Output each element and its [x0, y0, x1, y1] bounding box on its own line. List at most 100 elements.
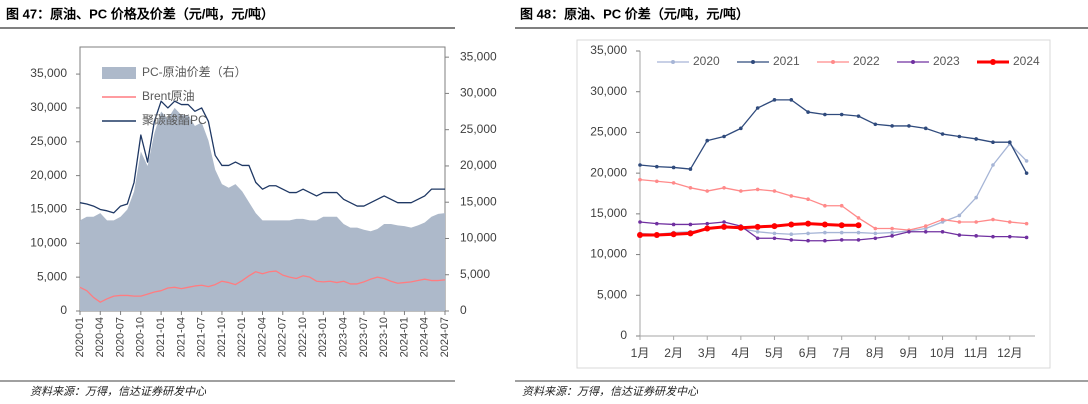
point [737, 224, 744, 231]
point [1024, 235, 1029, 240]
point [873, 236, 878, 241]
point [1024, 171, 1029, 175]
x-tick-label: 5月 [765, 346, 784, 360]
x-tick-label: 2021-07 [196, 317, 208, 357]
point [671, 165, 676, 170]
point [873, 122, 878, 127]
legend-label: 2024 [1013, 54, 1040, 68]
point [705, 138, 710, 143]
point [1007, 140, 1012, 144]
y-tick-label: 15,000 [590, 206, 627, 220]
point [789, 98, 794, 102]
point [722, 134, 726, 139]
y-tick-label: 25,000 [30, 134, 67, 148]
point [637, 232, 643, 239]
point [957, 233, 962, 237]
point [638, 220, 642, 224]
y-tick-label: 20,000 [30, 168, 67, 182]
point [839, 112, 844, 117]
y-tick-label: 30,000 [30, 100, 67, 114]
point [991, 163, 995, 167]
x-tick-label: 2020-07 [114, 317, 126, 357]
x-tick-label: 2023-07 [358, 317, 370, 357]
x-tick-label: 4月 [732, 346, 751, 360]
y2-tick-label: 5,000 [460, 267, 490, 281]
point [907, 229, 911, 234]
source: 资料来源：万得，信达证券研发中心 [522, 385, 699, 398]
x-tick-label: 7月 [832, 346, 851, 360]
legend-marker [831, 60, 835, 64]
point [957, 213, 962, 218]
point [655, 221, 659, 226]
x-tick-label: 2022-01 [236, 317, 248, 357]
point [838, 222, 845, 229]
x-tick-label: 2021-04 [175, 317, 187, 357]
x-tick-label: 12月 [997, 346, 1022, 360]
point [856, 114, 861, 118]
point [788, 221, 795, 228]
x-tick-label: 9月 [900, 346, 919, 360]
point [1007, 220, 1012, 224]
point [755, 106, 760, 110]
y2-tick-label: 35,000 [460, 49, 497, 63]
point [704, 225, 711, 232]
y-tick-label: 30,000 [590, 84, 627, 98]
point [755, 236, 760, 241]
x-tick-label: 2020-01 [74, 317, 86, 357]
x-tick-label: 2024-01 [398, 317, 410, 357]
point [856, 216, 861, 220]
point [1007, 234, 1012, 239]
point [940, 229, 945, 234]
point [823, 238, 827, 243]
legend-label: 聚碳酸酯PC [142, 112, 207, 127]
x-tick-label: 2024-07 [439, 317, 451, 357]
point [805, 220, 812, 227]
point [670, 231, 677, 238]
chart-frame [576, 39, 1051, 369]
point [839, 238, 844, 242]
y-tick-label: 10,000 [590, 247, 627, 261]
point [974, 137, 978, 141]
line [639, 221, 1027, 242]
point [772, 236, 777, 241]
point [655, 179, 659, 184]
x-tick-label: 3月 [698, 346, 717, 360]
point [638, 163, 642, 167]
point [772, 98, 777, 102]
legend-label: PC-原油价差（右） [142, 64, 247, 79]
point [823, 230, 827, 235]
x-tick-label: 2020-10 [135, 317, 147, 357]
line [639, 99, 1028, 174]
x-tick-label: 1月 [631, 346, 650, 360]
x-tick-label: 2023-10 [378, 317, 390, 357]
area [80, 107, 445, 311]
x-tick-label: 2021-01 [155, 317, 167, 357]
legend-marker [911, 60, 915, 64]
y2-tick-label: 30,000 [460, 86, 497, 100]
point [940, 132, 945, 136]
x-tick-label: 2月 [664, 346, 683, 360]
x-tick-label: 8月 [866, 346, 885, 360]
point [671, 181, 676, 185]
y-tick-label: 5,000 [597, 287, 627, 301]
point [688, 222, 693, 227]
point [873, 231, 878, 236]
point [671, 222, 676, 227]
legend-marker [671, 60, 675, 64]
y2-tick-label: 15,000 [460, 194, 497, 208]
y2-tick-label: 25,000 [460, 122, 497, 136]
point [806, 110, 810, 114]
point [687, 230, 694, 237]
point [957, 220, 962, 224]
point [890, 234, 894, 238]
point [688, 167, 693, 171]
point [923, 224, 928, 228]
y-tick-label: 15,000 [30, 202, 67, 216]
point [789, 232, 794, 237]
x-tick-label: 2022-07 [277, 317, 289, 357]
chart-title: 图 48：原油、PC 价差（元/吨，元/吨） [520, 6, 749, 21]
x-tick-label: 10月 [930, 346, 955, 360]
x-tick-label: 6月 [799, 346, 818, 360]
point [907, 124, 911, 128]
